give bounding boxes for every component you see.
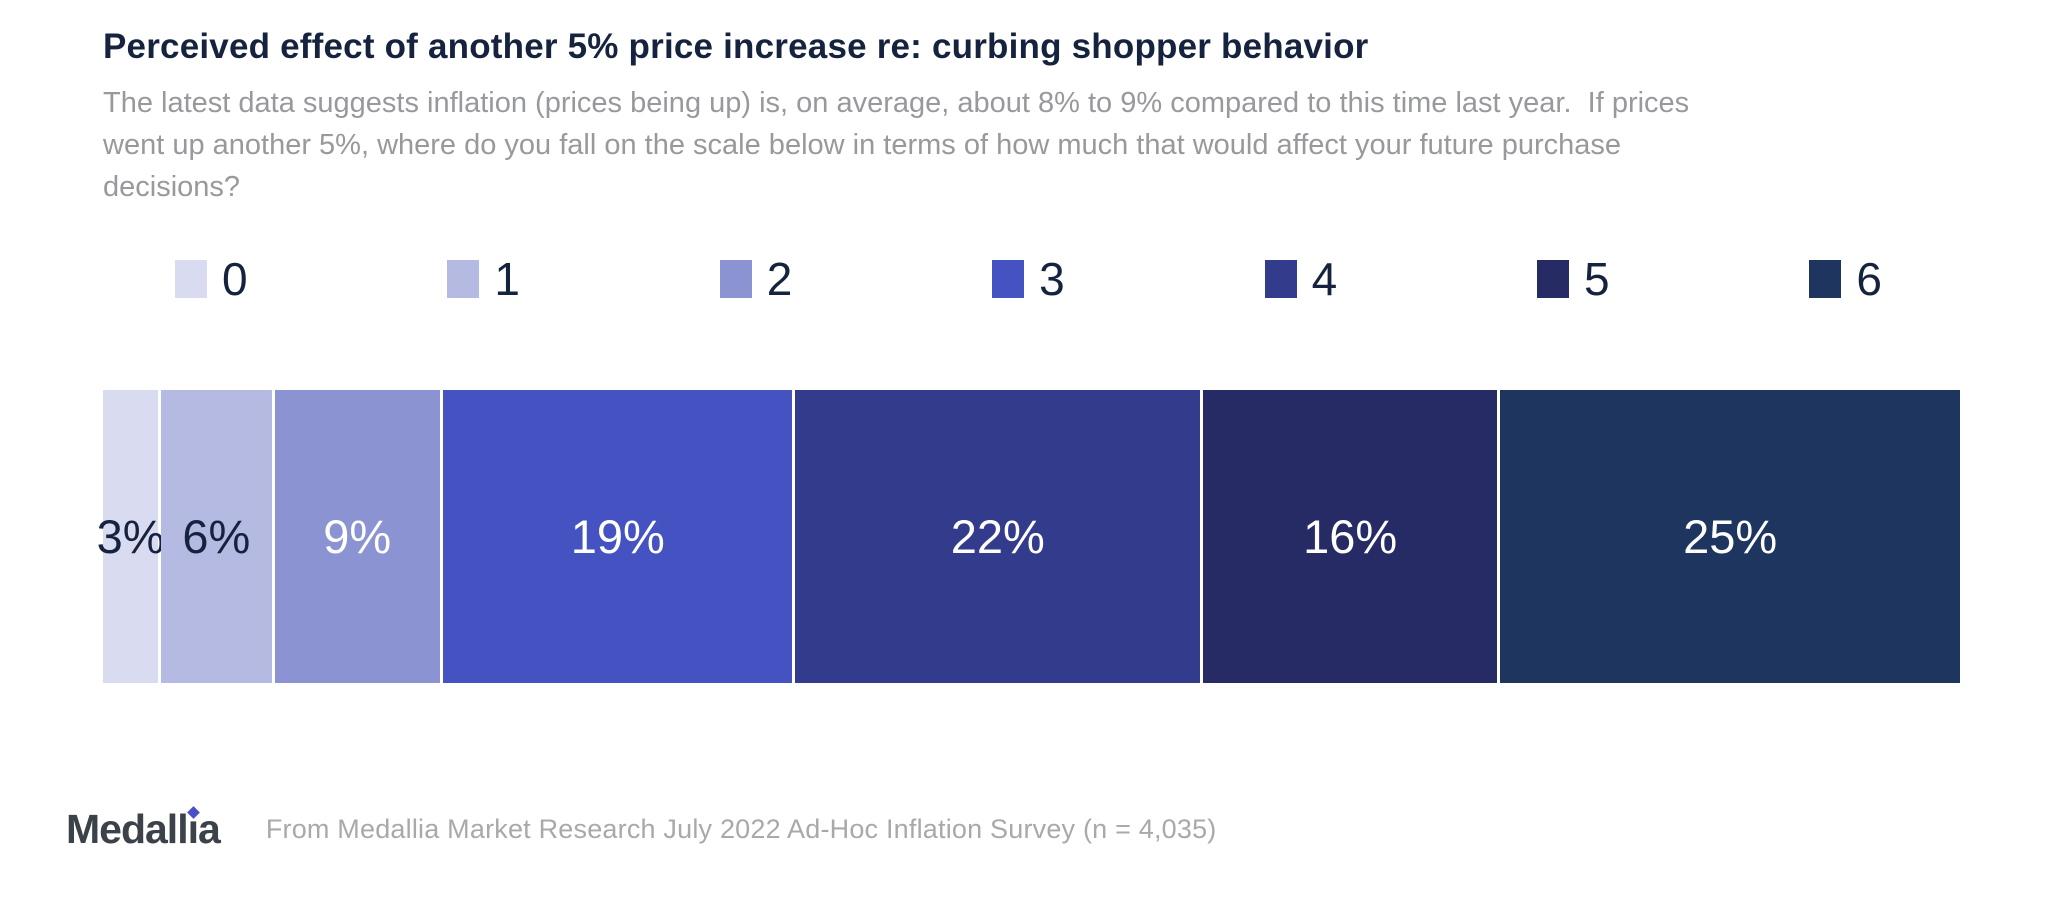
chart-card: Perceived effect of another 5% price inc… [0, 26, 2048, 683]
legend-swatch [1264, 260, 1297, 298]
segment-value-label: 19% [570, 510, 665, 563]
legend-item: 1 [447, 256, 520, 302]
logo-text-right: a [198, 806, 221, 852]
legend-label: 6 [1856, 253, 1882, 305]
legend-swatch [992, 260, 1025, 298]
legend-swatch [719, 260, 752, 298]
logo-i-char: ı [187, 806, 199, 852]
bar-segment: 3% [97, 390, 165, 683]
logo-text-left: Medall [66, 806, 189, 852]
source-note: From Medallia Market Research July 2022 … [265, 814, 1217, 844]
legend-item: 0 [175, 256, 248, 302]
legend-item: 3 [992, 256, 1065, 302]
legend-label: 5 [1583, 253, 1610, 305]
legend-label: 0 [222, 253, 248, 305]
legend-swatch [175, 260, 207, 298]
segment-value-label: 16% [1303, 510, 1398, 563]
legend-label: 1 [494, 253, 520, 305]
bar-segment: 9% [274, 390, 441, 683]
legend-item: 6 [1809, 256, 1882, 302]
segment-value-label: 22% [950, 510, 1045, 563]
legend-label: 2 [766, 253, 793, 305]
legend-swatch [1809, 260, 1842, 298]
bar-segment: 25% [1500, 390, 1960, 683]
legend-label: 4 [1311, 253, 1338, 305]
legend-item: 4 [1264, 253, 1338, 305]
stacked-bar: 3% 6% 9% 19% 22% 16% 25% [97, 390, 1960, 683]
chart-subtitle: The latest data suggests inflation (pric… [103, 87, 1690, 203]
legend: 0 1 2 3 4 5 6 [103, 252, 1960, 306]
bar-segment: 19% [443, 390, 793, 683]
footer: Medall ıa From Medallia Market Research J… [0, 806, 2048, 852]
medallia-logo: Medall ıa [66, 806, 221, 852]
bar-segment: 16% [1203, 390, 1498, 683]
bar-segment: 22% [795, 390, 1201, 683]
legend-swatch [1536, 260, 1569, 298]
logo-letter-i: ı [186, 806, 200, 852]
segment-value-label: 9% [323, 510, 392, 563]
segment-value-label: 25% [1683, 510, 1778, 563]
segment-value-label: 3% [96, 510, 165, 563]
legend-swatch [447, 260, 480, 298]
segment-value-label: 6% [182, 510, 251, 563]
bar-segment: 6% [161, 390, 272, 683]
legend-label: 3 [1039, 253, 1065, 305]
legend-item: 2 [719, 253, 793, 305]
legend-item: 5 [1536, 253, 1610, 305]
chart-title: Perceived effect of another 5% price inc… [103, 27, 1369, 66]
